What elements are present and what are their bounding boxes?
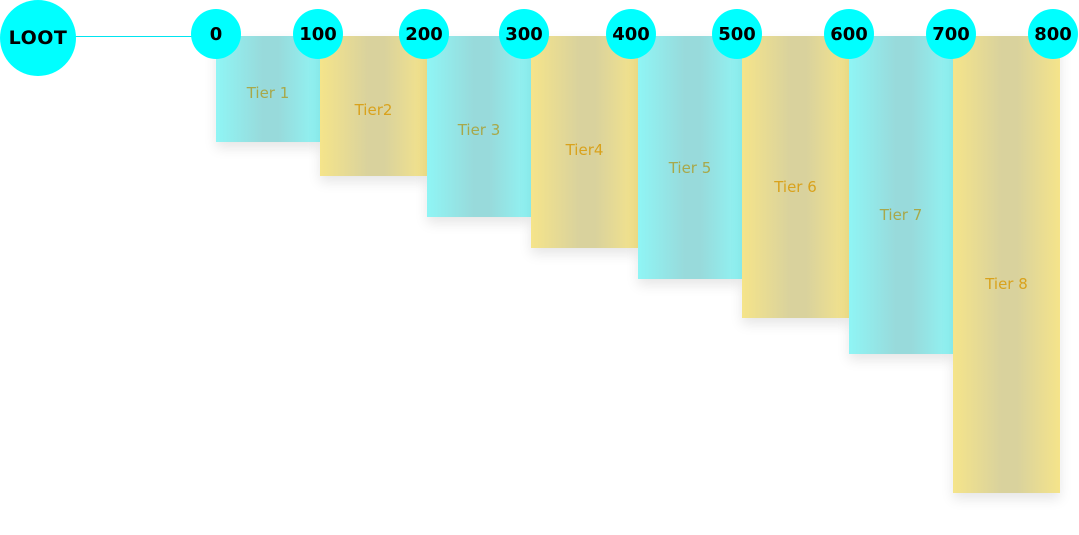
tick-600: 600 (824, 9, 874, 59)
tier-label-5: Tier 5 (668, 159, 712, 177)
tick-700: 700 (926, 9, 976, 59)
tick-400: 400 (606, 9, 656, 59)
tier-bar-7: Tier 7 (849, 36, 953, 354)
tier-label-2: Tier2 (354, 101, 393, 119)
tick-0: 0 (191, 9, 241, 59)
tier-bar-8: Tier 8 (953, 36, 1060, 493)
tier-label-3: Tier 3 (457, 121, 501, 139)
tick-100: 100 (293, 9, 343, 59)
tier-bar-4: Tier4 (531, 36, 638, 248)
tick-500: 500 (712, 9, 762, 59)
tick-200: 200 (399, 9, 449, 59)
tier-bar-6: Tier 6 (742, 36, 849, 318)
tier-label-6: Tier 6 (774, 178, 817, 196)
tick-800: 800 (1028, 9, 1078, 59)
tier-label-7: Tier 7 (879, 206, 923, 224)
tier-label-4: Tier4 (565, 141, 604, 159)
tier-label-1: Tier 1 (246, 84, 290, 102)
tier-bar-5: Tier 5 (638, 36, 742, 279)
tier-bar-2: Tier2 (320, 36, 427, 176)
tier-label-8: Tier 8 (985, 275, 1028, 293)
tier-bar-3: Tier 3 (427, 36, 531, 217)
tick-300: 300 (499, 9, 549, 59)
loot-title-circle: LOOT (0, 0, 76, 76)
